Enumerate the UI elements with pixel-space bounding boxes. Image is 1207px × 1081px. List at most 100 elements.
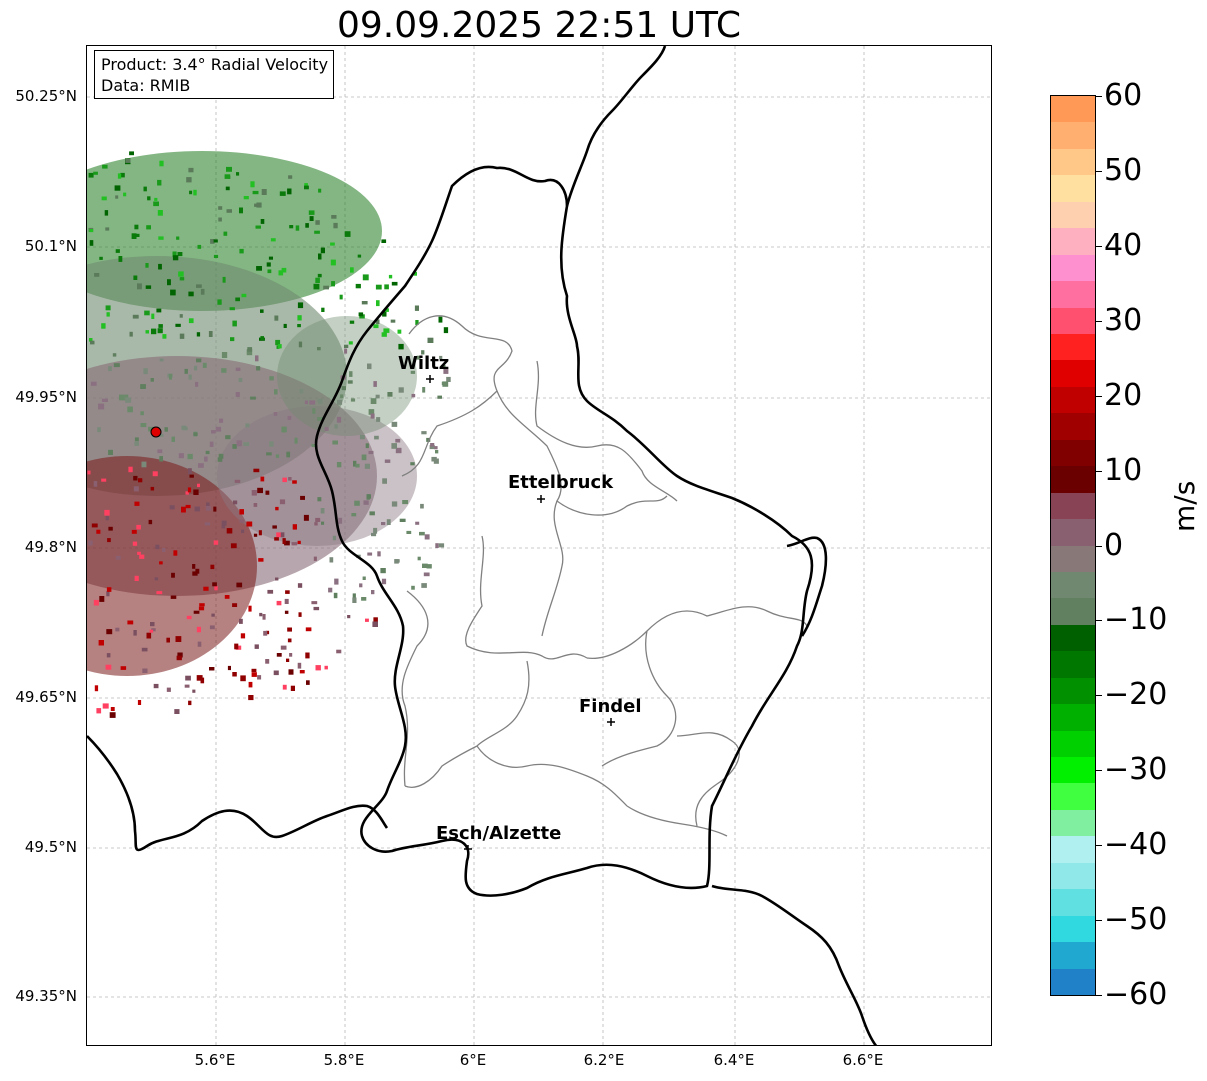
echo-pixel bbox=[241, 293, 247, 298]
echo-pixel bbox=[255, 355, 259, 362]
echo-pixel bbox=[297, 302, 304, 309]
echo-pixel bbox=[323, 285, 329, 290]
echo-pixel bbox=[241, 529, 245, 534]
echo-pixel bbox=[129, 331, 133, 337]
colorbar-tickmark bbox=[1096, 470, 1102, 472]
echo-pixel bbox=[101, 478, 107, 482]
echo-pixel bbox=[245, 423, 250, 428]
echo-pixel bbox=[275, 506, 279, 511]
echo-pixel bbox=[254, 203, 260, 207]
echo-pixel bbox=[172, 255, 179, 261]
echo-pixel bbox=[347, 615, 351, 619]
echo-pixel bbox=[353, 460, 357, 467]
echo-pixel bbox=[144, 310, 150, 316]
echo-pixel bbox=[179, 333, 185, 339]
echo-pixel bbox=[157, 328, 163, 334]
echo-pixel bbox=[348, 341, 353, 345]
city-label-findel: Findel bbox=[579, 696, 642, 717]
echo-pixel bbox=[157, 449, 163, 454]
echo-pixel bbox=[365, 618, 369, 622]
colorbar-tickmark bbox=[1096, 770, 1102, 772]
echo-pixel bbox=[134, 224, 139, 230]
echo-pixel bbox=[279, 499, 286, 505]
echo-pixel bbox=[288, 669, 294, 675]
echo-pixel bbox=[267, 589, 274, 594]
echo-pixel bbox=[88, 540, 93, 546]
echo-pixel bbox=[274, 389, 278, 395]
echo-pixel bbox=[368, 409, 375, 415]
echo-pixel bbox=[287, 188, 292, 195]
colorbar-segment bbox=[1051, 783, 1095, 811]
echo-pixel bbox=[258, 530, 262, 536]
echo-pixel bbox=[371, 532, 377, 537]
echo-pixel bbox=[329, 557, 334, 563]
echo-pixel bbox=[243, 196, 249, 200]
echo-pixel bbox=[156, 591, 163, 595]
echo-pixel bbox=[434, 446, 438, 450]
echo-pixel bbox=[276, 653, 282, 657]
echo-pixel bbox=[287, 415, 292, 420]
echo-pixel bbox=[382, 311, 387, 317]
echo-pixel bbox=[254, 644, 259, 649]
echo-pixel bbox=[430, 443, 435, 447]
echo-pixel bbox=[311, 601, 318, 605]
echo-pixel bbox=[117, 173, 122, 179]
echo-pixel bbox=[334, 424, 338, 429]
echo-pixel bbox=[361, 301, 368, 305]
echo-pixel bbox=[209, 625, 215, 630]
echo-pixel bbox=[406, 530, 412, 534]
echo-pixel bbox=[440, 365, 446, 369]
echo-pixel bbox=[285, 590, 290, 594]
echo-pixel bbox=[275, 577, 279, 581]
echo-pixel bbox=[420, 503, 424, 509]
city-label-esch-alzette: Esch/Alzette bbox=[436, 823, 561, 844]
echo-pixel bbox=[350, 398, 356, 402]
echo-pixel bbox=[148, 426, 154, 432]
echo-pixel bbox=[376, 319, 380, 324]
colorbar-segment bbox=[1051, 201, 1095, 230]
echo-pixel bbox=[446, 376, 451, 382]
echo-pixel bbox=[395, 438, 401, 443]
echo-pixel bbox=[250, 181, 255, 188]
echo-pixel bbox=[357, 254, 362, 258]
echo-pixel bbox=[177, 652, 183, 658]
echo-pixel bbox=[373, 324, 379, 329]
echo-pixel bbox=[297, 324, 301, 328]
echo-pixel bbox=[188, 374, 192, 380]
echo-pixel bbox=[352, 593, 356, 600]
echo-pixel bbox=[159, 561, 163, 565]
echo-pixel bbox=[123, 192, 127, 197]
echo-pixel bbox=[320, 247, 325, 254]
echo-pixel bbox=[321, 307, 325, 312]
echo-pixel bbox=[274, 537, 279, 541]
colorbar-segment bbox=[1051, 96, 1095, 124]
colorbar-tick-label: 60 bbox=[1104, 78, 1143, 113]
echo-pixel bbox=[315, 277, 320, 283]
echo-pixel bbox=[213, 540, 219, 545]
echo-pixel bbox=[239, 618, 243, 624]
echo-pixel bbox=[246, 349, 253, 356]
echo-pixel bbox=[295, 225, 300, 231]
echo-pixel bbox=[234, 479, 241, 483]
colorbar-tick-label: −60 bbox=[1104, 977, 1168, 1012]
echo-pixel bbox=[286, 451, 291, 458]
radar-echo-field bbox=[87, 151, 417, 676]
echo-pixel bbox=[106, 629, 113, 635]
radar-map[interactable]: Wiltz Ettelbruck Findel Esch/Alzette bbox=[86, 45, 992, 1046]
echo-pixel bbox=[120, 172, 125, 178]
echo-pixel bbox=[189, 190, 193, 195]
echo-pixel bbox=[398, 343, 404, 350]
echo-pixel bbox=[176, 236, 180, 240]
colorbar-segment bbox=[1051, 836, 1095, 864]
echo-pixel bbox=[159, 433, 164, 437]
echo-pixel bbox=[101, 398, 108, 402]
echo-pixel bbox=[355, 283, 361, 289]
echo-pixel bbox=[98, 403, 105, 410]
echo-pixel bbox=[300, 495, 305, 500]
echo-pixel bbox=[106, 312, 110, 317]
echo-pixel bbox=[381, 332, 387, 337]
radar-site-marker bbox=[150, 426, 162, 438]
echo-pixel bbox=[240, 633, 246, 639]
echo-pixel bbox=[188, 700, 192, 706]
echo-pixel bbox=[411, 585, 415, 590]
